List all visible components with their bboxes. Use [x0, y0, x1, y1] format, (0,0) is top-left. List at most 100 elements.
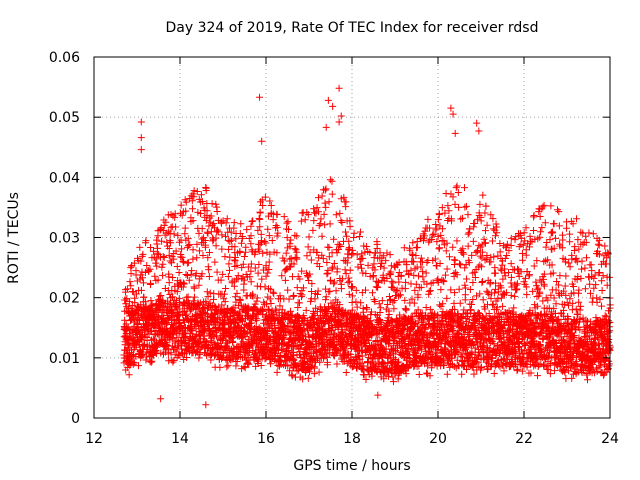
- data-point: [166, 257, 174, 265]
- data-point: [247, 278, 255, 286]
- data-point: [182, 207, 190, 215]
- data-point: [138, 274, 146, 282]
- data-point: [233, 261, 241, 269]
- data-point: [129, 358, 137, 366]
- data-point: [232, 362, 240, 370]
- data-point: [214, 228, 222, 236]
- data-point: [163, 320, 171, 328]
- data-point: [217, 276, 225, 284]
- data-point: [195, 354, 203, 362]
- data-point: [158, 307, 166, 315]
- data-point: [151, 272, 159, 280]
- data-point: [231, 304, 239, 312]
- data-point: [223, 363, 231, 371]
- data-point: [149, 335, 157, 343]
- data-point: [151, 348, 159, 356]
- data-point: [190, 293, 198, 301]
- data-point: [154, 276, 162, 284]
- data-point: [143, 261, 151, 269]
- data-point: [254, 226, 262, 234]
- data-point: [177, 321, 185, 329]
- data-point: [199, 251, 207, 259]
- data-point: [171, 337, 179, 345]
- data-point: [158, 237, 166, 245]
- data-point: [240, 280, 248, 288]
- data-point: [136, 243, 144, 251]
- data-point: [168, 259, 176, 267]
- data-point: [184, 235, 192, 243]
- data-point: [241, 364, 249, 372]
- data-point: [184, 242, 192, 250]
- data-point: [165, 228, 173, 236]
- data-point: [239, 260, 247, 268]
- data-point: [240, 286, 248, 294]
- data-point: [231, 257, 239, 265]
- data-point: [121, 316, 129, 324]
- data-point: [189, 246, 197, 254]
- data-point: [230, 219, 238, 227]
- data-point: [185, 276, 193, 284]
- data-point: [195, 229, 203, 237]
- data-point: [222, 232, 230, 240]
- data-point: [182, 310, 190, 318]
- data-point: [138, 351, 146, 359]
- data-point: [246, 273, 254, 281]
- data-point: [218, 245, 226, 253]
- data-point: [175, 305, 183, 313]
- data-point: [153, 249, 161, 257]
- data-point: [218, 301, 226, 309]
- data-point: [213, 268, 221, 276]
- data-point: [218, 231, 226, 239]
- data-point: [131, 299, 139, 307]
- data-point: [247, 267, 255, 275]
- data-point: [190, 284, 198, 292]
- data-point: [180, 280, 188, 288]
- data-point: [222, 284, 230, 292]
- data-point: [240, 363, 248, 371]
- data-point: [248, 217, 256, 225]
- data-point: [161, 319, 169, 327]
- data-point: [238, 234, 246, 242]
- data-point: [238, 334, 246, 342]
- data-point: [162, 340, 170, 348]
- data-point: [247, 319, 255, 327]
- data-point: [204, 229, 212, 237]
- data-point: [221, 290, 229, 298]
- data-point: [173, 262, 181, 270]
- data-point: [171, 213, 179, 221]
- data-point: [159, 227, 167, 235]
- data-point: [211, 302, 219, 310]
- data-point: [139, 350, 147, 358]
- data-point: [221, 298, 229, 306]
- data-point: [178, 245, 186, 253]
- data-point: [137, 257, 145, 265]
- data-point: [249, 217, 257, 225]
- data-point: [222, 219, 230, 227]
- data-point: [212, 242, 220, 250]
- data-point: [179, 257, 187, 265]
- data-point: [186, 241, 194, 249]
- data-point: [214, 226, 222, 234]
- data-point: [205, 266, 213, 274]
- data-point: [162, 218, 170, 226]
- data-point: [251, 300, 259, 308]
- data-point: [225, 260, 233, 268]
- data-point: [182, 198, 190, 206]
- data-point: [159, 271, 167, 279]
- data-point: [150, 247, 158, 255]
- data-point: [124, 352, 132, 360]
- data-point: [207, 356, 215, 364]
- data-point: [128, 354, 136, 362]
- data-point: [220, 295, 228, 303]
- data-point: [140, 293, 148, 301]
- data-point: [190, 187, 198, 195]
- data-point: [174, 343, 182, 351]
- data-point: [189, 217, 197, 225]
- data-point: [125, 371, 133, 379]
- data-point: [142, 237, 150, 245]
- data-point: [174, 231, 182, 239]
- data-point: [123, 285, 131, 293]
- data-point: [195, 281, 203, 289]
- data-point: [221, 253, 229, 261]
